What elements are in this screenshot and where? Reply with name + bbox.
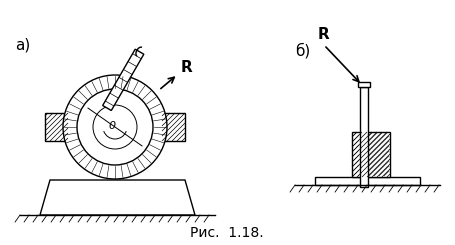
Text: б): б) [295,42,310,58]
Polygon shape [162,113,185,141]
Polygon shape [103,49,144,110]
Circle shape [77,89,153,165]
Polygon shape [352,132,390,177]
Polygon shape [45,113,68,141]
Text: 0: 0 [108,121,116,131]
Text: R: R [181,60,192,75]
Text: R: R [318,27,330,42]
Polygon shape [358,82,370,87]
Polygon shape [360,87,368,187]
Circle shape [63,75,167,179]
Polygon shape [40,180,195,215]
Text: а): а) [15,38,30,53]
Polygon shape [315,177,420,185]
Text: Рис.  1.18.: Рис. 1.18. [190,226,264,240]
